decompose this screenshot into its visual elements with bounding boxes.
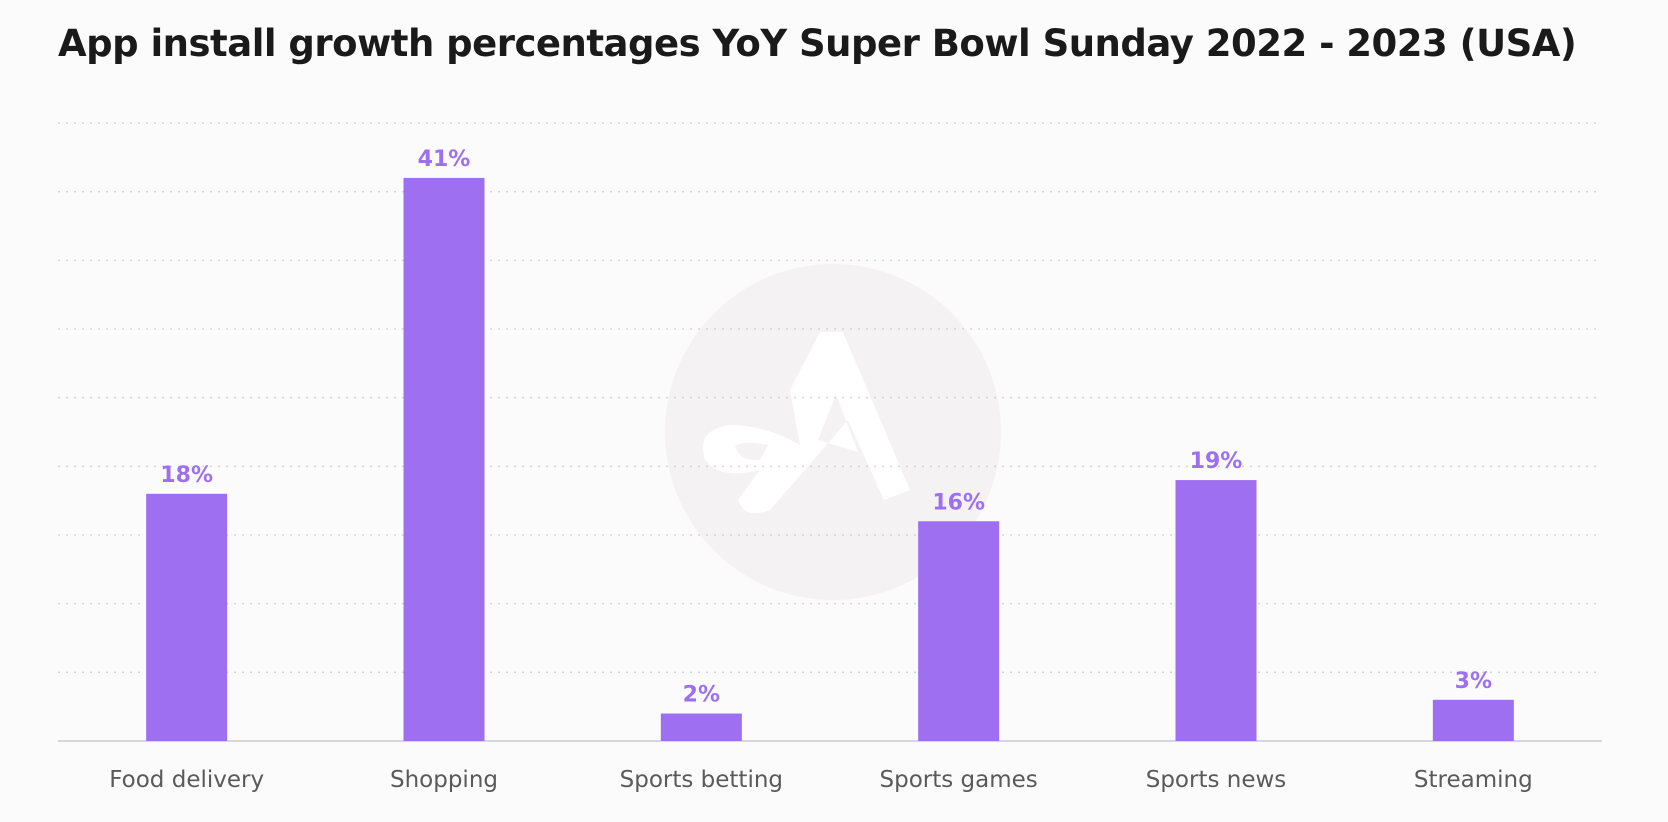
x-tick-label: Sports news (1146, 767, 1287, 793)
bar-sports-betting (660, 713, 742, 741)
gridlines (58, 122, 1602, 674)
data-label: 2% (683, 683, 720, 708)
x-tick-labels: Food delivery Shopping Sports betting Sport… (109, 767, 1532, 793)
data-labels: 18% 41% 2% 16% 19% 3% (160, 147, 1492, 708)
data-label: 16% (932, 490, 985, 515)
bar-streaming (1432, 699, 1514, 741)
x-tick-label: Streaming (1414, 767, 1533, 793)
bar-sports-news (1175, 480, 1257, 741)
watermark-a-icon (702, 332, 910, 514)
bar-shopping (403, 177, 485, 741)
chart-title: App install growth percentages YoY Super… (58, 22, 1577, 65)
x-tick-label: Shopping (390, 767, 498, 793)
bar-food-delivery (146, 493, 228, 741)
data-label: 3% (1455, 669, 1492, 694)
data-label: 41% (418, 147, 471, 172)
bar-sports-games (918, 521, 1000, 741)
data-label: 19% (1190, 449, 1243, 474)
x-tick-label: Sports betting (620, 767, 783, 793)
data-label: 18% (160, 463, 213, 488)
x-tick-label: Food delivery (109, 767, 264, 793)
watermark-circle (665, 264, 1001, 600)
bars (146, 177, 1514, 741)
watermark-logo (665, 264, 1001, 600)
x-tick-label: Sports games (880, 767, 1038, 793)
